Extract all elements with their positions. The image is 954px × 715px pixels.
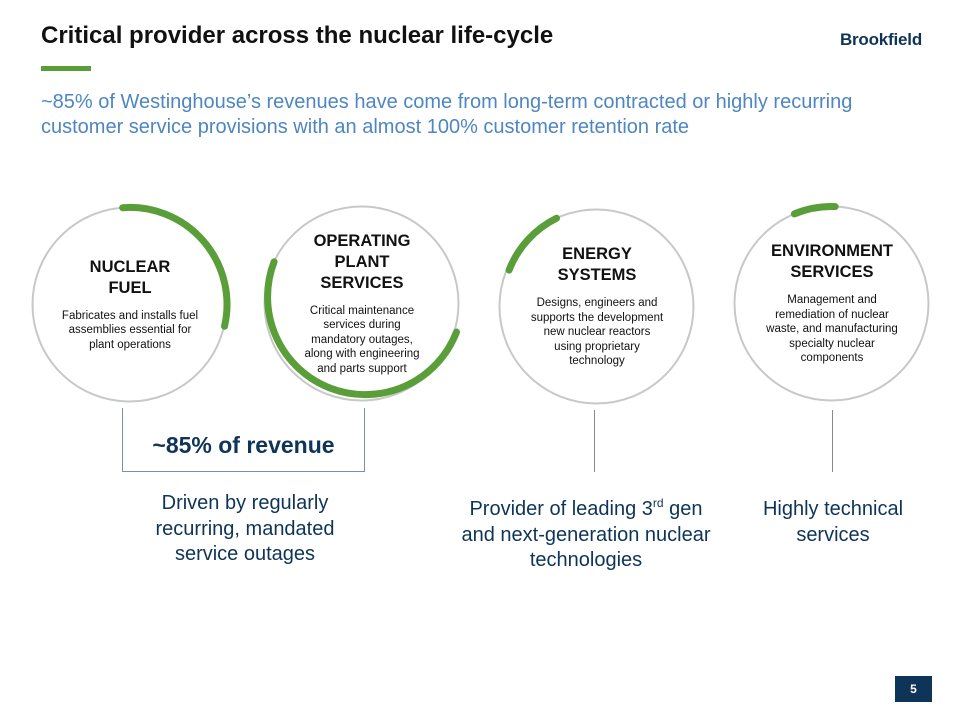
page-number: 5 — [895, 676, 932, 702]
segment-ring — [263, 205, 460, 402]
progress-arc — [505, 214, 560, 274]
segment-content: NUCLEAR FUEL Fabricates and installs fue… — [40, 197, 220, 412]
segment-heading: ENERGY SYSTEMS — [557, 245, 637, 285]
page-title: Critical provider across the nuclear lif… — [41, 22, 554, 49]
segment-heading: OPERATING PLANT SERVICES — [313, 231, 411, 292]
subtitle-statement: ~85% of Westinghouse’s revenues have com… — [41, 91, 853, 138]
segment-heading: NUCLEAR FUEL — [89, 257, 171, 297]
connector-line — [594, 410, 595, 472]
caption-technical-services: Highly technical services — [762, 498, 904, 546]
segment-content: OPERATING PLANT SERVICES Critical mainte… — [272, 196, 452, 411]
segment-environment-services: ENVIRONMENT SERVICES Management and reme… — [724, 196, 939, 411]
ordinal-superscript: rd — [652, 496, 664, 510]
caption-technology-provider: Provider of leading 3rd gen and next-gen… — [455, 491, 717, 574]
caption-text: Provider of leading 3 — [469, 498, 653, 520]
caption-recurring-outages: Driven by regularly recurring, mandated … — [155, 492, 335, 565]
segment-operating-plant-services: OPERATING PLANT SERVICES Critical mainte… — [254, 196, 469, 411]
segment-description: Fabricates and installs fuel assemblies … — [61, 309, 199, 351]
progress-arc — [264, 258, 460, 399]
segment-energy-systems: ENERGY SYSTEMS Designs, engineers and su… — [489, 199, 704, 414]
segment-ring — [733, 203, 930, 402]
progress-arc — [119, 203, 231, 330]
segment-description: Designs, engineers and supports the deve… — [530, 297, 664, 368]
segment-nuclear-fuel: NUCLEAR FUEL Fabricates and installs fue… — [22, 197, 237, 412]
segment-ring — [498, 208, 695, 405]
progress-arc — [790, 203, 839, 218]
title-accent-bar — [41, 66, 91, 71]
segment-heading: ENVIRONMENT SERVICES — [771, 242, 893, 282]
revenue-share-label: ~85% of revenue — [152, 432, 335, 458]
segment-description: Management and remediation of nuclear wa… — [766, 294, 898, 365]
brookfield-logo: Brookfield — [839, 30, 922, 49]
revenue-bracket: ~85% of revenue — [122, 408, 365, 472]
segment-content: ENERGY SYSTEMS Designs, engineers and su… — [507, 199, 687, 414]
caption-text: gen and next-generation nuclear technolo… — [461, 498, 711, 571]
segment-ring — [31, 203, 231, 403]
connector-line — [832, 410, 833, 472]
segment-content: ENVIRONMENT SERVICES Management and reme… — [742, 196, 922, 411]
segment-description: Critical maintenance services during man… — [304, 304, 420, 375]
